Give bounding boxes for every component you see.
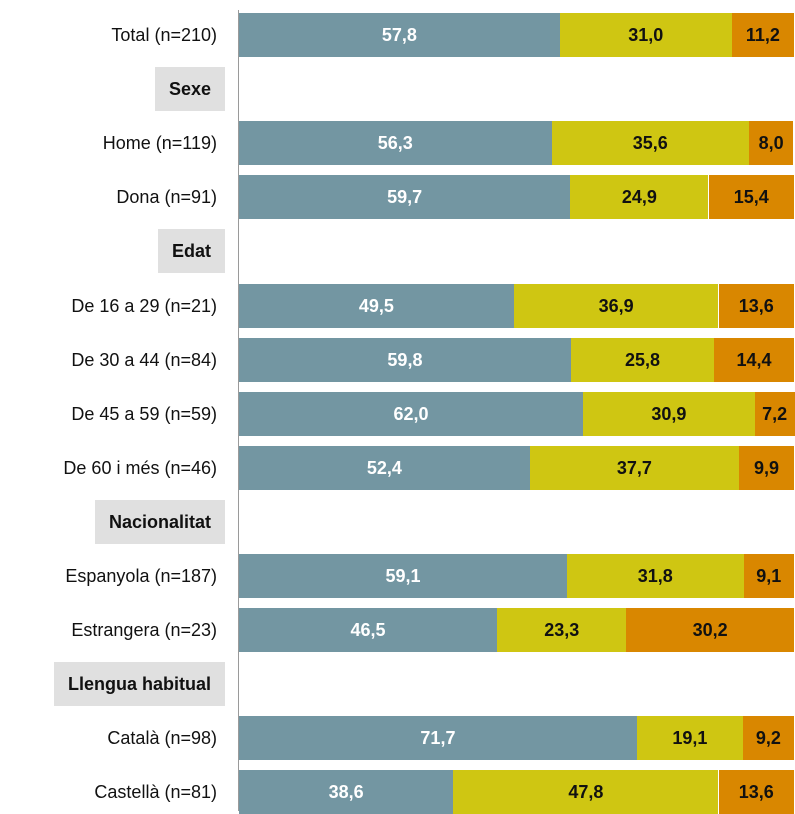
- data-label: 9,9: [754, 458, 780, 478]
- data-label: 30,9: [651, 404, 687, 424]
- bar-segment: [239, 338, 571, 382]
- row-label: Dona (n=91): [116, 187, 217, 207]
- bar-segment: [239, 554, 567, 598]
- bar-segment: [718, 284, 794, 328]
- row-label: Castellà (n=81): [94, 782, 217, 802]
- data-label: 62,0: [393, 404, 429, 424]
- bar-segment: [239, 175, 571, 219]
- bar-segment: [754, 392, 795, 436]
- bar-segment: [551, 121, 750, 165]
- data-label: 15,4: [733, 187, 769, 207]
- bar-segment: [239, 608, 498, 652]
- data-label: 13,6: [738, 296, 774, 316]
- bar-segment: [239, 392, 584, 436]
- bar-segment: [239, 770, 454, 814]
- data-label: 23,3: [544, 620, 580, 640]
- data-label: 25,8: [624, 350, 660, 370]
- bar-segment: [567, 554, 744, 598]
- data-label: 7,2: [762, 404, 788, 424]
- bar-segment: [743, 554, 794, 598]
- data-label: 59,1: [385, 566, 421, 586]
- bar-segment: [570, 175, 709, 219]
- data-label: 37,7: [616, 458, 652, 478]
- data-label: 59,8: [387, 350, 423, 370]
- section-label: Nacionalitat: [94, 500, 225, 544]
- data-label: 13,6: [738, 782, 774, 802]
- bar-segment: [239, 446, 530, 490]
- data-label: 31,8: [637, 566, 673, 586]
- data-label: 47,8: [568, 782, 604, 802]
- data-label: 30,2: [692, 620, 728, 640]
- row-label: De 45 a 59 (n=59): [71, 404, 217, 424]
- row-label: Català (n=98): [107, 728, 217, 748]
- bar-segment: [626, 608, 794, 652]
- bar-segment: [708, 175, 794, 219]
- bar-segment: [718, 770, 794, 814]
- data-label: 14,4: [736, 350, 772, 370]
- bar-segment: [239, 716, 637, 760]
- section-label: Llengua habitual: [53, 662, 225, 706]
- data-label: 9,2: [755, 728, 781, 748]
- row-label: De 16 a 29 (n=21): [71, 296, 217, 316]
- bar-segment: [239, 13, 560, 57]
- bar-segment: [497, 608, 627, 652]
- row-label: Estrangera (n=23): [71, 620, 217, 640]
- data-label: 59,7: [387, 187, 423, 207]
- bar-segment: [529, 446, 739, 490]
- bar-segment: [742, 716, 794, 760]
- bar-segment: [749, 121, 794, 165]
- bar-segment: [559, 13, 732, 57]
- bar-segment: [239, 284, 514, 328]
- data-label: 11,2: [745, 25, 780, 45]
- bar-segment: [739, 446, 794, 490]
- row-label: Total (n=210): [111, 25, 217, 45]
- data-label: 24,9: [621, 187, 657, 207]
- bar-segment: [731, 13, 794, 57]
- section-label: Edat: [157, 229, 225, 273]
- data-label: 19,1: [672, 728, 708, 748]
- data-label: 31,0: [628, 25, 664, 45]
- data-label: 46,5: [350, 620, 386, 640]
- data-label: 56,3: [377, 133, 413, 153]
- data-label: 52,4: [366, 458, 402, 478]
- data-label: 38,6: [328, 782, 364, 802]
- data-label: 35,6: [632, 133, 668, 153]
- bar-segment: [570, 338, 715, 382]
- data-label: 49,5: [358, 296, 394, 316]
- bar-segment: [453, 770, 719, 814]
- row-label: De 30 a 44 (n=84): [71, 350, 217, 370]
- bar-segment: [714, 338, 794, 382]
- row-label: De 60 i més (n=46): [63, 458, 217, 478]
- data-label: 36,9: [598, 296, 634, 316]
- data-label: 71,7: [420, 728, 456, 748]
- bar-segment: [513, 284, 719, 328]
- data-label: 9,1: [756, 566, 782, 586]
- bar-segment: [583, 392, 755, 436]
- category-axis-line: [238, 10, 239, 811]
- section-label: Sexe: [154, 67, 225, 111]
- data-label: 8,0: [758, 133, 784, 153]
- bar-segment: [636, 716, 743, 760]
- data-label: 57,8: [381, 25, 417, 45]
- row-label: Espanyola (n=187): [65, 566, 217, 586]
- row-label: Home (n=119): [102, 133, 217, 153]
- bar-segment: [239, 121, 552, 165]
